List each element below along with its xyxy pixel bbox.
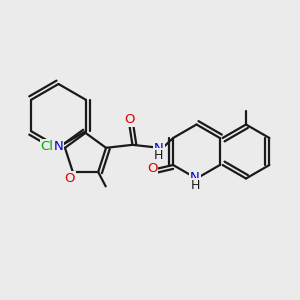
- Text: N: N: [154, 142, 164, 155]
- Text: O: O: [64, 172, 75, 185]
- Text: O: O: [124, 113, 135, 126]
- Text: H: H: [190, 178, 200, 192]
- Text: N: N: [53, 140, 63, 153]
- Text: H: H: [154, 149, 164, 162]
- Text: Cl: Cl: [40, 140, 54, 153]
- Text: N: N: [190, 171, 200, 184]
- Text: O: O: [147, 162, 158, 175]
